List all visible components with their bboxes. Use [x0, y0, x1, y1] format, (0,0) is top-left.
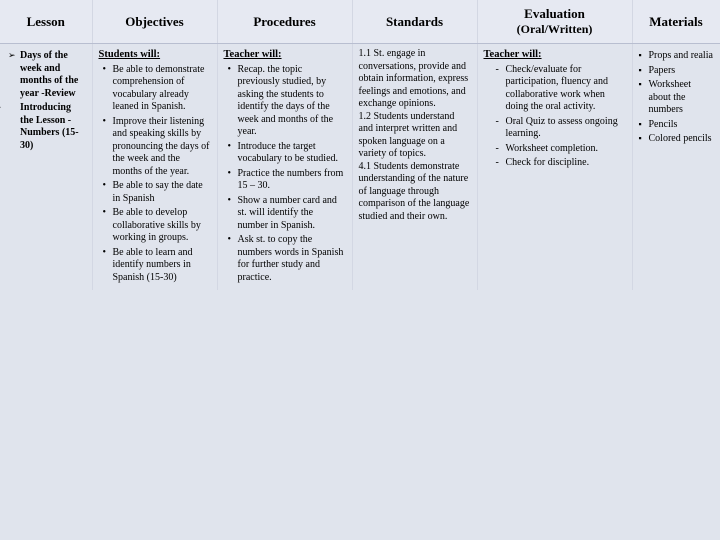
- list-item: Recap. the topic previously studied, by …: [238, 64, 346, 139]
- list-item: Show a number card and st. will identify…: [238, 195, 346, 233]
- list-item: Be able to develop collaborative skills …: [113, 207, 211, 245]
- list-item: Check/evaluate for participation, fluenc…: [506, 64, 626, 114]
- list-item: Ask st. to copy the numbers words in Spa…: [238, 234, 346, 284]
- objectives-list: Be able to demonstrate comprehension of …: [99, 64, 211, 285]
- list-item: Pencils: [649, 119, 714, 132]
- col-evaluation-sub: (Oral/Written): [482, 22, 628, 37]
- evaluation-cell: Teacher will: Check/evaluate for partici…: [477, 44, 632, 291]
- col-lesson: Lesson: [0, 0, 92, 44]
- list-item: Introducing the Lesson - Numbers (15-30): [6, 102, 86, 152]
- list-item: Papers: [649, 65, 714, 78]
- list-item: Props and realia: [649, 50, 714, 63]
- standard-item: 4.1 Students demonstrate understanding o…: [359, 161, 470, 222]
- materials-list: Props and realia Papers Worksheet about …: [639, 50, 714, 146]
- lesson-cell: Days of the week and months of the year …: [0, 44, 92, 291]
- list-item: Be able to demonstrate comprehension of …: [113, 64, 211, 114]
- list-item: Days of the week and months of the year …: [20, 50, 86, 100]
- list-item: Be able to say the date in Spanish: [113, 180, 211, 205]
- list-item: Worksheet about the numbers: [649, 79, 714, 117]
- list-item: Introduce the target vocabulary to be st…: [238, 141, 346, 166]
- col-evaluation: Evaluation (Oral/Written): [477, 0, 632, 44]
- list-item: Worksheet completion.: [506, 143, 626, 156]
- lesson-plan-table: Lesson Objectives Procedures Standards E…: [0, 0, 720, 290]
- list-item: Oral Quiz to assess ongoing learning.: [506, 116, 626, 141]
- col-procedures: Procedures: [217, 0, 352, 44]
- objectives-cell: Students will: Be able to demonstrate co…: [92, 44, 217, 291]
- procedures-lead: Teacher will:: [224, 49, 282, 60]
- evaluation-lead: Teacher will:: [484, 49, 542, 60]
- list-item: Practice the numbers from 15 – 30.: [238, 168, 346, 193]
- objectives-lead: Students will:: [99, 49, 161, 60]
- col-evaluation-main: Evaluation: [524, 6, 585, 21]
- procedures-cell: Teacher will: Recap. the topic previousl…: [217, 44, 352, 291]
- content-row: Days of the week and months of the year …: [0, 44, 720, 291]
- standards-text: 1.1 St. engage in conversations, provide…: [359, 48, 471, 223]
- header-row: Lesson Objectives Procedures Standards E…: [0, 0, 720, 44]
- list-item: Colored pencils: [649, 133, 714, 146]
- list-item: Check for discipline.: [506, 157, 626, 170]
- standard-item: 1.2 Students understand and interpret wr…: [359, 111, 458, 160]
- col-materials: Materials: [632, 0, 720, 44]
- list-item: Be able to learn and identify numbers in…: [113, 247, 211, 285]
- procedures-list: Recap. the topic previously studied, by …: [224, 64, 346, 285]
- materials-cell: Props and realia Papers Worksheet about …: [632, 44, 720, 291]
- col-objectives: Objectives: [92, 0, 217, 44]
- lesson-list: Days of the week and months of the year …: [6, 50, 86, 152]
- list-item: Improve their listening and speaking ski…: [113, 116, 211, 179]
- standards-cell: 1.1 St. engage in conversations, provide…: [352, 44, 477, 291]
- evaluation-list: Check/evaluate for participation, fluenc…: [484, 64, 626, 170]
- col-standards: Standards: [352, 0, 477, 44]
- standard-item: 1.1 St. engage in conversations, provide…: [359, 48, 469, 109]
